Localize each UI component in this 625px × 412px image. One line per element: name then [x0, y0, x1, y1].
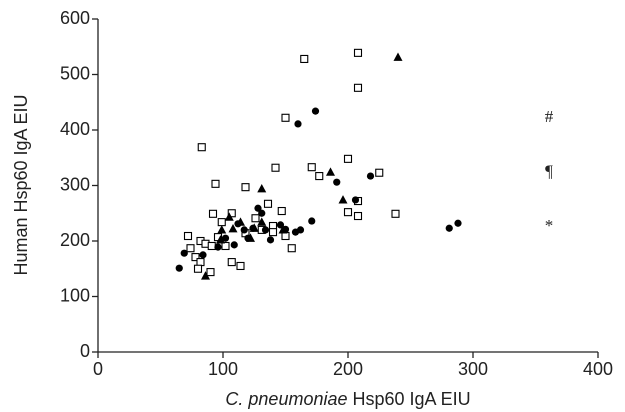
point [236, 261, 245, 271]
annotation: # [545, 107, 554, 126]
y-tick-label: 0 [80, 341, 90, 361]
point [268, 228, 278, 237]
point [228, 223, 238, 233]
point [454, 219, 462, 227]
point [300, 54, 309, 64]
y-axis-label: Human Hsp60 IgA EIU [11, 94, 31, 275]
point [353, 211, 363, 221]
point [216, 235, 225, 244]
point [445, 224, 453, 232]
x-tick-label: 300 [458, 359, 488, 379]
point [278, 225, 288, 234]
point [366, 172, 375, 180]
point [338, 195, 348, 204]
point [211, 179, 220, 188]
point [208, 209, 218, 218]
point [254, 204, 262, 212]
y-tick-label: 300 [60, 174, 90, 194]
point [311, 107, 320, 115]
point [343, 208, 353, 217]
point [207, 241, 216, 251]
x-axis-label-text: Hsp60 IgA EIU [353, 389, 471, 409]
point [196, 258, 205, 267]
y-tick-label: 100 [60, 285, 90, 305]
point [236, 217, 245, 226]
point [291, 228, 300, 236]
y-tick-label: 600 [60, 8, 90, 28]
point [183, 231, 193, 241]
point [175, 264, 183, 272]
point [281, 231, 290, 241]
point [343, 154, 353, 163]
point [227, 258, 236, 267]
point [227, 209, 236, 218]
point [230, 241, 238, 249]
x-tick-label: 400 [583, 359, 613, 379]
point [240, 226, 248, 234]
point [326, 167, 335, 176]
y-tick-label: 200 [60, 230, 90, 250]
x-tick-label: 200 [333, 359, 363, 379]
x-axis-label: C. pneumoniae Hsp60 IgA EIU [225, 389, 470, 409]
point [199, 251, 207, 259]
point [217, 225, 227, 234]
point [263, 199, 273, 208]
y-tick-label: 400 [60, 119, 90, 139]
x-axis-label-italic: C. pneumoniae [225, 389, 347, 409]
point [257, 184, 267, 193]
point [249, 223, 259, 232]
point [224, 212, 234, 221]
point [221, 241, 230, 251]
point [294, 120, 302, 128]
point [191, 253, 200, 262]
point [217, 218, 226, 227]
point [251, 214, 260, 223]
point [393, 52, 403, 61]
point [281, 113, 290, 122]
point [391, 209, 400, 218]
point [257, 217, 267, 226]
point [353, 83, 363, 92]
point [333, 178, 341, 186]
x-tick-label: 0 [93, 359, 103, 379]
point [206, 268, 215, 277]
point [180, 249, 188, 257]
point [375, 168, 384, 177]
point [308, 217, 316, 225]
point [266, 236, 275, 244]
point [214, 243, 222, 251]
point [353, 48, 363, 57]
point [271, 163, 280, 172]
point [315, 172, 324, 181]
point [241, 183, 250, 192]
point [307, 163, 316, 172]
x-tick-label: 100 [208, 359, 238, 379]
point [351, 196, 360, 204]
point [193, 264, 203, 273]
point [221, 234, 230, 242]
point [186, 244, 195, 253]
annotation: ¶ [545, 161, 553, 180]
point [261, 226, 270, 234]
point [246, 233, 255, 242]
point [201, 271, 210, 280]
point [277, 206, 286, 216]
y-tick-label: 500 [60, 63, 90, 83]
point [258, 209, 266, 217]
annotation: * [545, 216, 554, 235]
point [287, 244, 296, 253]
point [197, 143, 206, 152]
